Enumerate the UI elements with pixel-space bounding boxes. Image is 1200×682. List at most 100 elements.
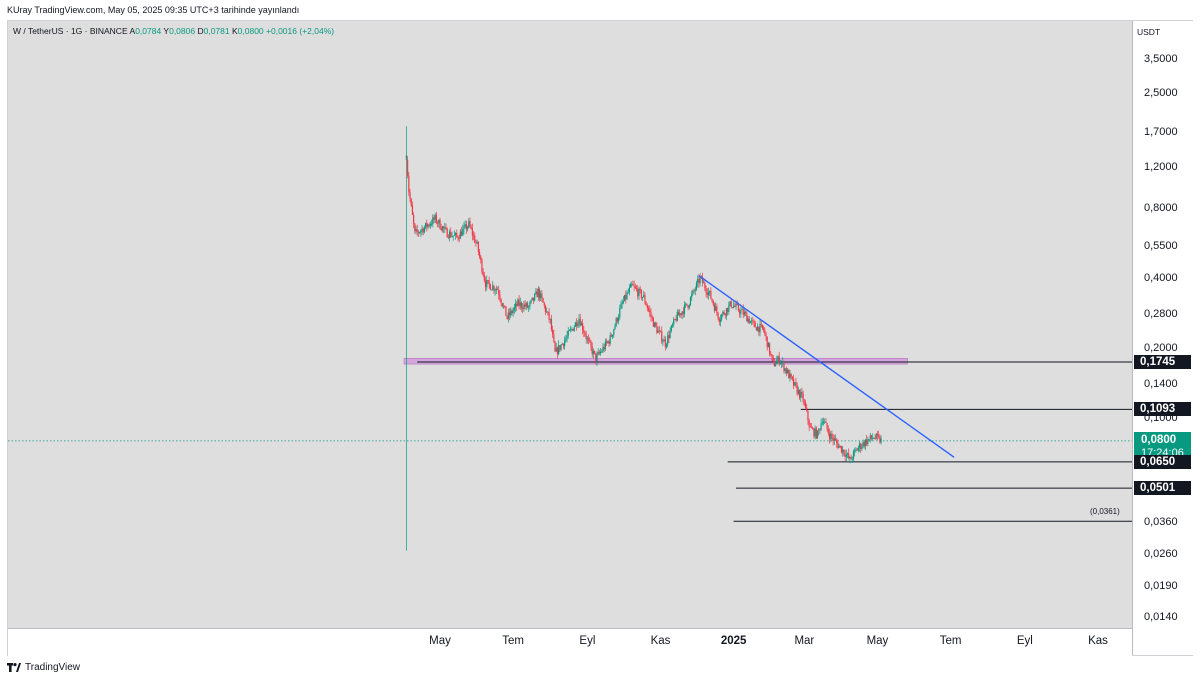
candle-body [716,306,718,313]
candle-body [639,288,641,291]
candle-body [546,311,548,313]
candle-body [761,324,764,329]
candle-body [809,426,811,428]
candle-body [754,322,756,328]
candle-body [725,308,728,316]
candle-body [583,330,585,333]
candle-body [739,310,741,314]
candle-body [661,331,663,342]
candle-body [670,325,672,331]
y-tick-label: 2,5000 [1144,87,1178,99]
candle-body [741,309,743,311]
candle-body [501,303,503,307]
candle-body [566,335,568,339]
legend-close-label: K [231,26,238,36]
candle-body [843,449,845,455]
candle-body [676,312,678,321]
candle-body [474,235,476,243]
y-tick-label: 0,4000 [1144,272,1178,285]
candle-body [588,338,590,341]
candle-body [537,288,539,298]
candle-body [421,228,423,231]
candle-body [484,280,487,288]
candle-body [417,231,420,233]
candle-body [525,303,527,307]
candle-body [789,373,791,379]
candle-body [410,199,412,206]
candle-body [719,319,722,323]
candle-body [433,217,435,220]
candle-body [819,429,821,431]
candle-body [442,226,445,229]
price-axis[interactable]: USDT 0,0800 17:24:06 3,5000 2,5000 1,7000 1… [1132,21,1193,655]
level-badge-0-0650: 0,0650 [1134,454,1191,469]
candle-body [584,332,586,336]
candle-body [625,294,627,300]
candle-body [538,288,541,299]
candle-body [743,312,746,315]
x-tick-label: Kas [1088,635,1108,647]
candle-body [597,352,599,355]
legend-high-label: Y [163,26,170,36]
x-tick-label: Eyl [1016,635,1033,647]
candle-body [723,311,725,315]
candle-body [860,443,862,449]
currency-unit[interactable]: USDT [1137,27,1161,37]
candle-body [560,344,562,350]
candle-body [669,330,671,338]
candle-body [542,298,544,303]
candle-body [727,308,729,312]
candle-body [637,289,639,297]
candle-body [810,427,813,429]
chart-frame: W / TetherUS · 1G · BINANCE A0,0784 Y0,0… [7,20,1193,656]
candle-body [664,339,666,347]
candle-body [454,233,457,235]
candle-body [550,318,553,330]
candle-body [460,231,463,236]
candle-body [598,352,601,354]
candle-body [848,453,850,459]
candle-body [631,283,633,285]
candle-body [880,438,882,443]
candle-body [728,305,730,312]
candle-body [729,301,731,306]
candle-body [413,214,415,224]
candle-body [450,231,452,237]
time-axis[interactable]: May Tem Eyl Kas 2025 Mar May Tem Eyl Kas [8,628,1132,656]
candle-body [791,376,793,379]
candle-body [699,276,701,284]
candle-body [464,224,466,227]
candle-body [548,312,550,320]
candle-body [432,217,434,225]
candle-body [840,445,843,453]
footer: TradingView [7,662,80,673]
level-badge-0-1745: 0,1745 [1134,355,1191,370]
candle-body [777,356,779,361]
candle-body [429,224,432,226]
candle-body [434,214,436,220]
candle-body [683,304,686,314]
candle-body [820,423,822,430]
candle-body [463,226,465,230]
candle-body [602,346,604,352]
candle-body [447,237,449,239]
candle-body [552,329,554,335]
candle-body [875,433,877,439]
candle-body [490,289,493,291]
candle-body [759,324,761,333]
plot-area[interactable]: W / TetherUS · 1G · BINANCE A0,0784 Y0,0… [8,21,1132,628]
candle-body [650,312,652,317]
candle-body [457,236,459,239]
candle-body [561,343,563,345]
candle-body [559,345,561,350]
candle-body [803,401,805,403]
candle-body [772,357,774,362]
symbol-legend: W / TetherUS · 1G · BINANCE A0,0784 Y0,0… [13,26,334,36]
candle-body [472,235,475,237]
candle-body [565,338,567,341]
candle-body [471,228,473,236]
candle-body [834,438,837,441]
candle-body [600,351,602,354]
candle-body [621,302,623,305]
candle-body [861,446,863,449]
